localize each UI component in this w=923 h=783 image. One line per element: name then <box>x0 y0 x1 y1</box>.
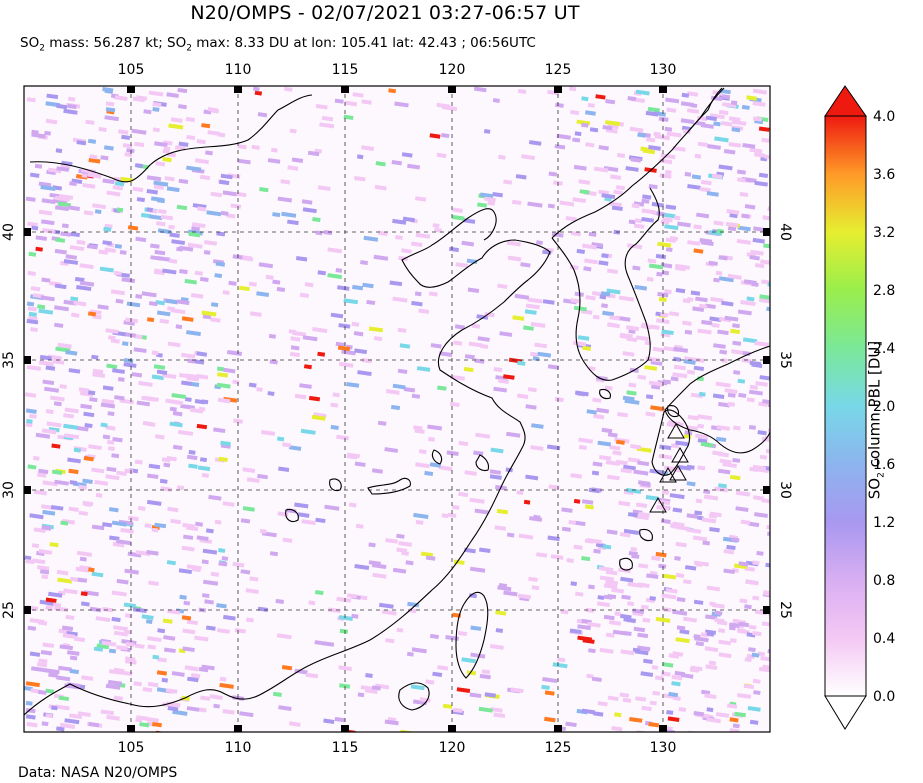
colorbar-tick: 3.6 <box>873 167 895 183</box>
lon-label: 130 <box>650 62 677 78</box>
lat-labels-left: 40 35 30 25 <box>1 223 17 619</box>
lon-label: 115 <box>332 740 359 756</box>
lon-label: 115 <box>332 62 359 78</box>
volcano-triangle-2 <box>671 446 689 463</box>
colorbar-tick: 3.2 <box>873 225 895 241</box>
lat-label: 25 <box>777 601 793 619</box>
so2-pixel-field <box>24 86 770 732</box>
gridlines <box>24 86 770 732</box>
colorbar-bottom-arrow <box>824 695 867 730</box>
volcano-triangle-3 <box>659 466 677 483</box>
colorbar-tick: 2.8 <box>873 283 895 299</box>
lat-label: 25 <box>1 601 17 619</box>
colorbar-tick: 4.0 <box>873 109 895 125</box>
map-subtitle: SO2 mass: 56.287 kt; SO2 max: 8.33 DU at… <box>20 35 536 54</box>
volcano-markers <box>649 422 689 513</box>
colorbar: 4.0 3.6 3.2 2.8 2.4 2.0 1.6 1.2 0.8 0.4 … <box>824 85 895 730</box>
colorbar-tick-labels: 4.0 3.6 3.2 2.8 2.4 2.0 1.6 1.2 0.8 0.4 … <box>873 109 895 705</box>
colorbar-tick: 1.2 <box>873 515 895 531</box>
lat-label: 35 <box>1 351 17 369</box>
lon-label: 125 <box>545 62 572 78</box>
lon-label: 130 <box>650 740 677 756</box>
colorbar-label: SO2 column PBL [DU] <box>865 340 887 500</box>
axis-tick-marks <box>24 86 770 732</box>
lat-label: 35 <box>777 351 793 369</box>
colorbar-scale <box>824 115 867 697</box>
lon-label: 120 <box>439 740 466 756</box>
volcano-triangle-1 <box>667 422 685 439</box>
colorbar-tick: 0.0 <box>873 689 895 705</box>
lon-label: 120 <box>439 62 466 78</box>
colorbar-top-arrow <box>824 85 867 117</box>
map-area <box>24 86 770 732</box>
lon-label: 105 <box>118 62 145 78</box>
colorbar-tick: 2.4 <box>873 341 895 357</box>
lat-label: 30 <box>777 481 793 499</box>
lon-label: 105 <box>118 740 145 756</box>
lon-labels-bottom: 105 110 115 120 125 130 <box>118 740 677 756</box>
coastlines <box>24 87 770 716</box>
map-frame <box>23 85 771 733</box>
lon-label: 125 <box>545 740 572 756</box>
colorbar-tick: 0.8 <box>873 573 895 589</box>
lat-label: 40 <box>777 223 793 241</box>
map-title: N20/OMPS - 02/07/2021 03:27-06:57 UT <box>190 2 580 24</box>
lon-labels-top: 105 110 115 120 125 130 <box>118 62 677 78</box>
data-credit: Data: NASA N20/OMPS <box>18 765 178 781</box>
lat-label: 40 <box>1 223 17 241</box>
colorbar-tick: 0.4 <box>873 631 895 647</box>
lon-label: 110 <box>225 740 252 756</box>
lat-label: 30 <box>1 481 17 499</box>
lon-label: 110 <box>225 62 252 78</box>
colorbar-tick: 2.0 <box>873 399 895 415</box>
volcano-triangle-5 <box>649 496 667 513</box>
volcano-triangle-4 <box>669 464 687 481</box>
lat-labels-right: 40 35 30 25 <box>777 223 793 619</box>
colorbar-tick: 1.6 <box>873 457 895 473</box>
